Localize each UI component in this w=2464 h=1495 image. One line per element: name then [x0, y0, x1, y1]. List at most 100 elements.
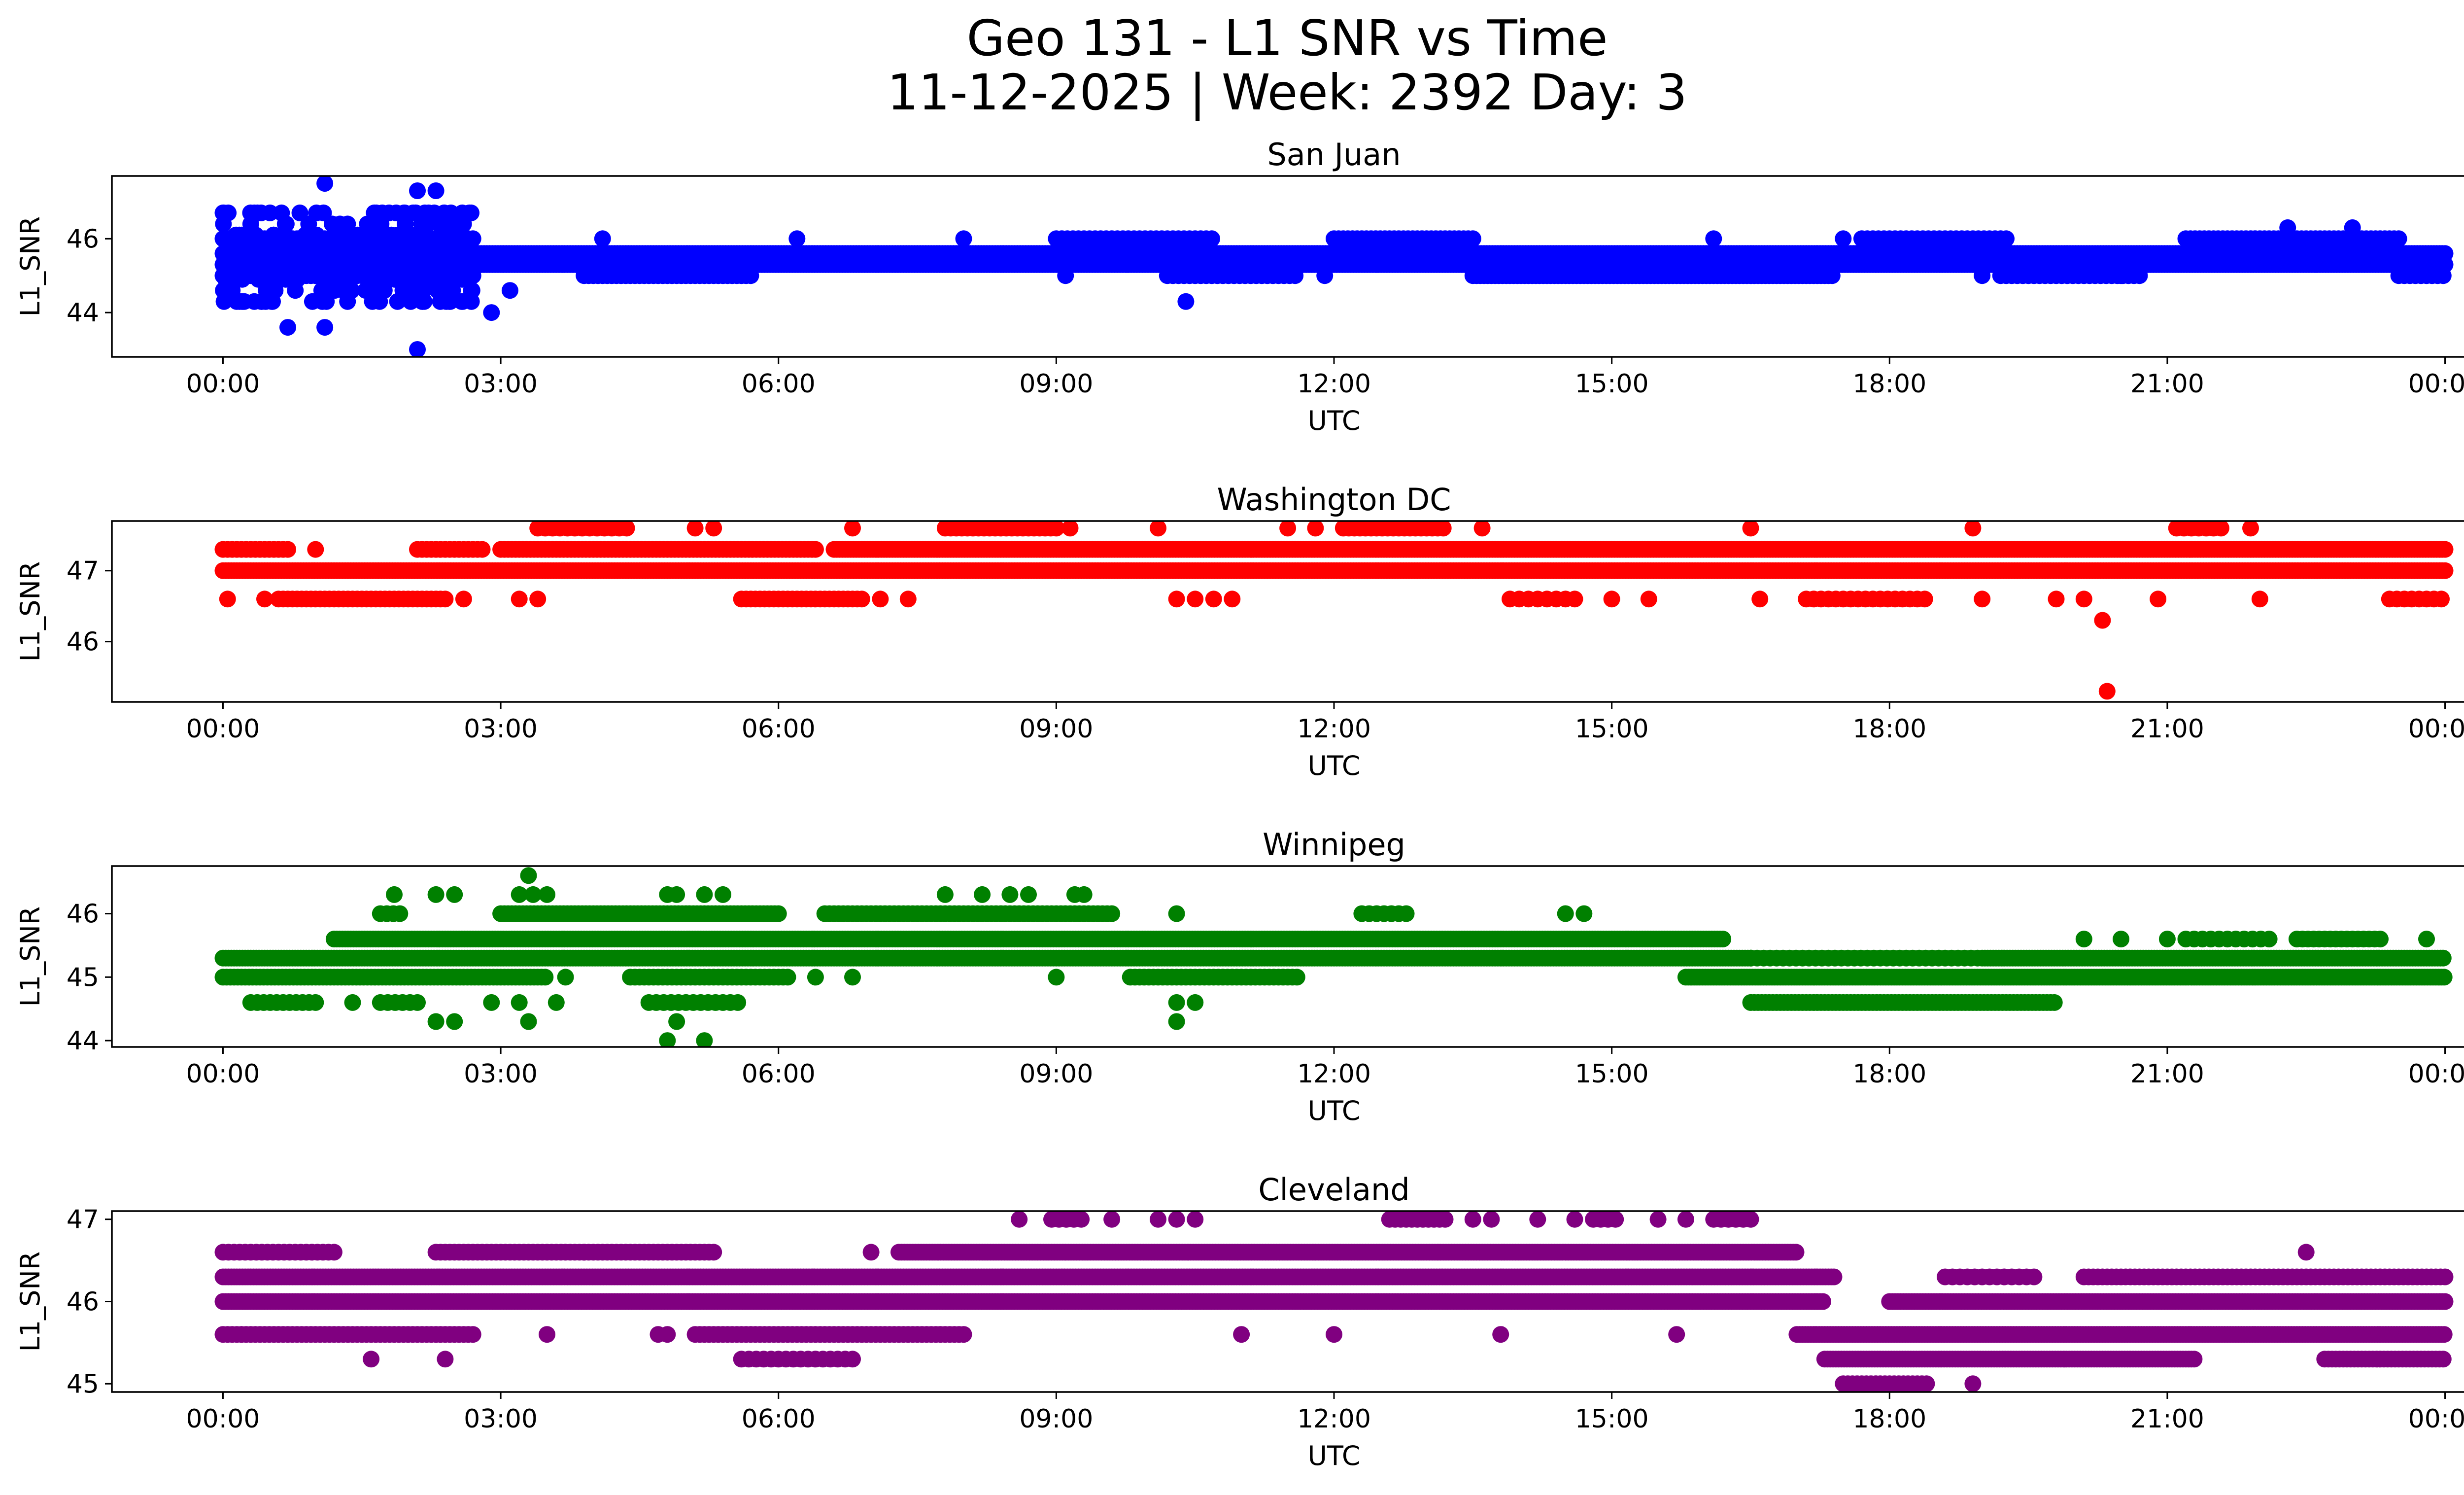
data-point [463, 282, 480, 299]
data-point [247, 226, 264, 243]
data-point [267, 282, 284, 299]
data-point [449, 215, 467, 233]
data-point [1974, 591, 1991, 608]
data-point [1279, 521, 1297, 537]
data-point [463, 260, 480, 277]
data-point [359, 215, 376, 233]
data-point [390, 226, 408, 243]
data-point [2390, 230, 2407, 247]
data-point [2048, 591, 2065, 608]
data-point [1835, 230, 1852, 247]
data-point [2098, 683, 2116, 700]
data-point [298, 238, 315, 255]
x-axis-label: UTC [1307, 750, 1360, 781]
data-point [779, 969, 796, 986]
y-tick-label: 47 [67, 556, 99, 586]
data-point [618, 521, 635, 537]
data-point [501, 282, 518, 299]
data-point [1964, 521, 1982, 537]
data-point [279, 319, 296, 336]
data-point [225, 271, 242, 288]
series-san-juan [214, 176, 2454, 357]
data-point [2433, 591, 2450, 608]
x-tick-label: 00:00 [186, 714, 260, 744]
data-point [2150, 591, 2167, 608]
figure-title-line1: Geo 131 - L1 SNR vs Time [967, 9, 1608, 67]
data-point [1224, 591, 1241, 608]
data-point [231, 226, 248, 243]
data-point [1150, 521, 1166, 537]
data-point [1751, 591, 1769, 608]
data-point [433, 238, 450, 255]
data-point [316, 319, 334, 336]
x-tick-label: 03:00 [464, 369, 538, 399]
y-axis-label: L1_SNR [15, 216, 46, 317]
x-tick-label: 18:00 [1852, 714, 1926, 744]
data-point [788, 230, 806, 247]
x-axis-label: UTC [1307, 405, 1360, 436]
data-point [844, 521, 861, 537]
x-tick-label: 12:00 [1297, 714, 1371, 744]
data-point [253, 293, 270, 310]
data-point [1203, 230, 1220, 247]
data-point [403, 226, 420, 243]
data-point [246, 204, 263, 221]
data-point [1061, 521, 1079, 537]
data-point [418, 271, 435, 288]
data-point [427, 182, 445, 199]
data-point [368, 248, 385, 266]
data-point [483, 304, 500, 321]
data-point [1916, 591, 1933, 608]
y-axis-label: L1_SNR [15, 561, 46, 662]
data-point [2212, 521, 2229, 537]
x-tick-label: 12:00 [1297, 369, 1371, 399]
x-tick-label: 00:00 [2408, 714, 2464, 744]
panel-san-juan: San Juan 00:00 03:00 06:00 09:00 12:00 15:00 18… [15, 137, 2464, 436]
x-tick-label: 06:00 [742, 369, 816, 399]
x-tick-label: 18:00 [1852, 369, 1926, 399]
data-point [1998, 230, 2015, 247]
data-point [392, 271, 410, 288]
data-point [1057, 267, 1074, 284]
data-point [511, 591, 528, 608]
data-point [219, 591, 236, 608]
panel-title: Washington DC [1217, 482, 1451, 518]
panel-title: San Juan [1267, 137, 1401, 173]
data-point [413, 215, 431, 233]
data-point [279, 541, 296, 558]
data-point [1205, 591, 1222, 608]
data-point [705, 521, 722, 537]
y-tick-label: 46 [67, 627, 99, 657]
x-tick-label: 09:00 [1019, 369, 1093, 399]
data-point [1464, 230, 1481, 247]
data-point [1048, 521, 1065, 537]
data-point [1640, 591, 1657, 608]
series-washington-dc [214, 521, 2454, 700]
data-point [2113, 267, 2129, 284]
y-tick-label: 44 [67, 298, 99, 328]
data-point [291, 204, 308, 221]
data-point [314, 282, 331, 299]
data-point [2131, 267, 2148, 284]
x-tick-label: 00:00 [2408, 369, 2464, 399]
data-point [289, 271, 306, 288]
data-point [453, 293, 470, 310]
data-point [1435, 521, 1452, 537]
data-point [449, 238, 466, 255]
x-tick-label: 06:00 [742, 714, 816, 744]
data-point [1187, 591, 1204, 608]
data-point [537, 969, 554, 986]
data-point [1974, 267, 1991, 284]
x-tick-label: 09:00 [1019, 714, 1093, 744]
data-point [266, 238, 283, 255]
data-point [453, 271, 471, 288]
data-point [2075, 591, 2092, 608]
x-tick-label: 15:00 [1575, 369, 1649, 399]
data-point [315, 204, 332, 221]
data-point [409, 182, 426, 199]
data-point [1288, 969, 1305, 986]
data-point [332, 238, 349, 255]
